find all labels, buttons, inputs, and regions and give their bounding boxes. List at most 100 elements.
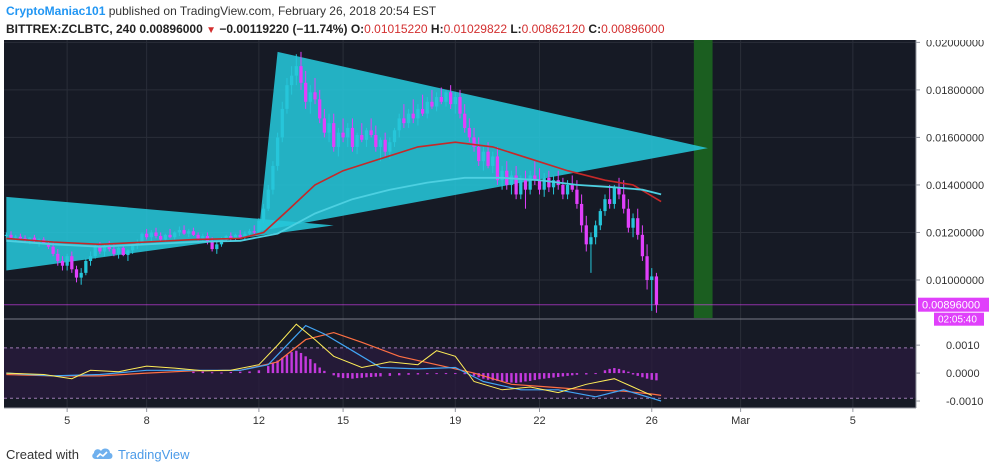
histogram-bar (454, 373, 457, 375)
candle-body (533, 175, 537, 181)
open-value: 0.01015220 (364, 22, 428, 36)
candle-body (154, 232, 158, 237)
candle-body (135, 241, 139, 246)
candle (416, 104, 420, 126)
candle (481, 146, 486, 171)
candle-body (289, 75, 294, 86)
candle-body (622, 194, 626, 209)
candle-body (74, 269, 79, 278)
candle-body (626, 208, 631, 228)
candle-body (425, 101, 429, 114)
candle-body (411, 113, 415, 119)
candle-body (449, 92, 453, 105)
candle (332, 113, 336, 152)
candle-body (495, 156, 500, 181)
candle (266, 184, 270, 212)
candle-body (617, 187, 621, 195)
candle-body (98, 246, 102, 252)
histogram-bar (603, 370, 607, 374)
histogram-bar (290, 352, 293, 374)
candle-body (542, 177, 546, 190)
price-chart[interactable]: 0.02000000 0.01800000 0.01600000 0.01400000… (0, 37, 991, 436)
candle (402, 104, 406, 128)
candle-body (514, 175, 518, 195)
candle-body (168, 234, 172, 238)
candle-body (14, 236, 18, 238)
candle-body (636, 218, 640, 235)
candle (453, 92, 457, 114)
histogram-bar (360, 373, 363, 378)
time-axis[interactable]: 5 8 12 15 19 22 26 Mar 5 (0, 407, 991, 436)
candle-body (650, 276, 654, 280)
histogram-bar (220, 372, 223, 374)
published-text: published on TradingView.com, February 2… (108, 4, 437, 18)
candle (458, 89, 462, 119)
candle-body (388, 142, 392, 152)
tradingview-brand[interactable]: TradingView (118, 447, 190, 462)
histogram-bar (613, 368, 616, 374)
candle-body (430, 101, 434, 107)
candle (294, 54, 298, 86)
candle-body (565, 184, 570, 195)
candle (584, 215, 588, 252)
candle-body (163, 234, 167, 240)
histogram-bar (192, 371, 195, 374)
green-zone (693, 40, 713, 318)
candle (491, 151, 495, 174)
author-link[interactable]: CryptoManiac101 (6, 4, 106, 18)
candle-body (420, 108, 425, 114)
candle (477, 137, 481, 166)
candle-body (102, 245, 107, 252)
candle (449, 85, 453, 109)
candle-body (509, 175, 514, 185)
candle-body (285, 85, 289, 109)
candle (130, 244, 135, 254)
time-axis-background (0, 408, 991, 436)
candle-body (112, 249, 116, 254)
last-price: 0.00896000 (139, 22, 203, 36)
chart-area[interactable]: 0.02000000 0.01800000 0.01600000 0.01400000… (0, 37, 991, 436)
candle-body (266, 189, 270, 209)
candle-body (252, 231, 256, 233)
candle-body (196, 234, 200, 239)
indicator-tick-label: 0.0000 (946, 368, 980, 380)
candle-body (210, 241, 214, 250)
low-value: 0.00862120 (521, 22, 586, 36)
candle-body (355, 135, 359, 147)
candle (612, 184, 616, 209)
candle (430, 89, 434, 109)
histogram-bar (533, 373, 537, 381)
candle (285, 78, 289, 114)
histogram-bar (374, 373, 378, 377)
candle-body (341, 132, 345, 138)
last-price-tag (918, 297, 989, 312)
candle (177, 226, 182, 237)
candle-body (360, 135, 364, 140)
candle-body (294, 66, 298, 76)
candle (275, 132, 280, 171)
candle (654, 272, 659, 313)
candle-body (313, 92, 317, 100)
candle-body (70, 256, 74, 270)
histogram-bar (416, 373, 420, 375)
candle-body (261, 208, 266, 221)
ma-red-line (6, 141, 662, 246)
oscillator-line (6, 323, 653, 396)
candle-body (247, 231, 252, 234)
candle-body (416, 108, 420, 119)
price-axis[interactable]: 0.02000000 0.01800000 0.01600000 0.01400000… (915, 37, 991, 408)
candle-body (603, 199, 607, 212)
histogram-bar (313, 363, 317, 374)
histogram-bar (519, 373, 522, 383)
candle-body (229, 236, 233, 239)
candle-body (378, 139, 383, 147)
candle (215, 241, 219, 254)
candle-body (18, 236, 23, 239)
last-price-tag-text: 0.00896000 (922, 300, 980, 312)
candle-body (32, 237, 37, 242)
candle (18, 233, 23, 240)
macd-indicator (6, 323, 662, 402)
candle-body (593, 225, 598, 238)
histogram-bar (463, 373, 466, 375)
candle-body (187, 231, 191, 234)
